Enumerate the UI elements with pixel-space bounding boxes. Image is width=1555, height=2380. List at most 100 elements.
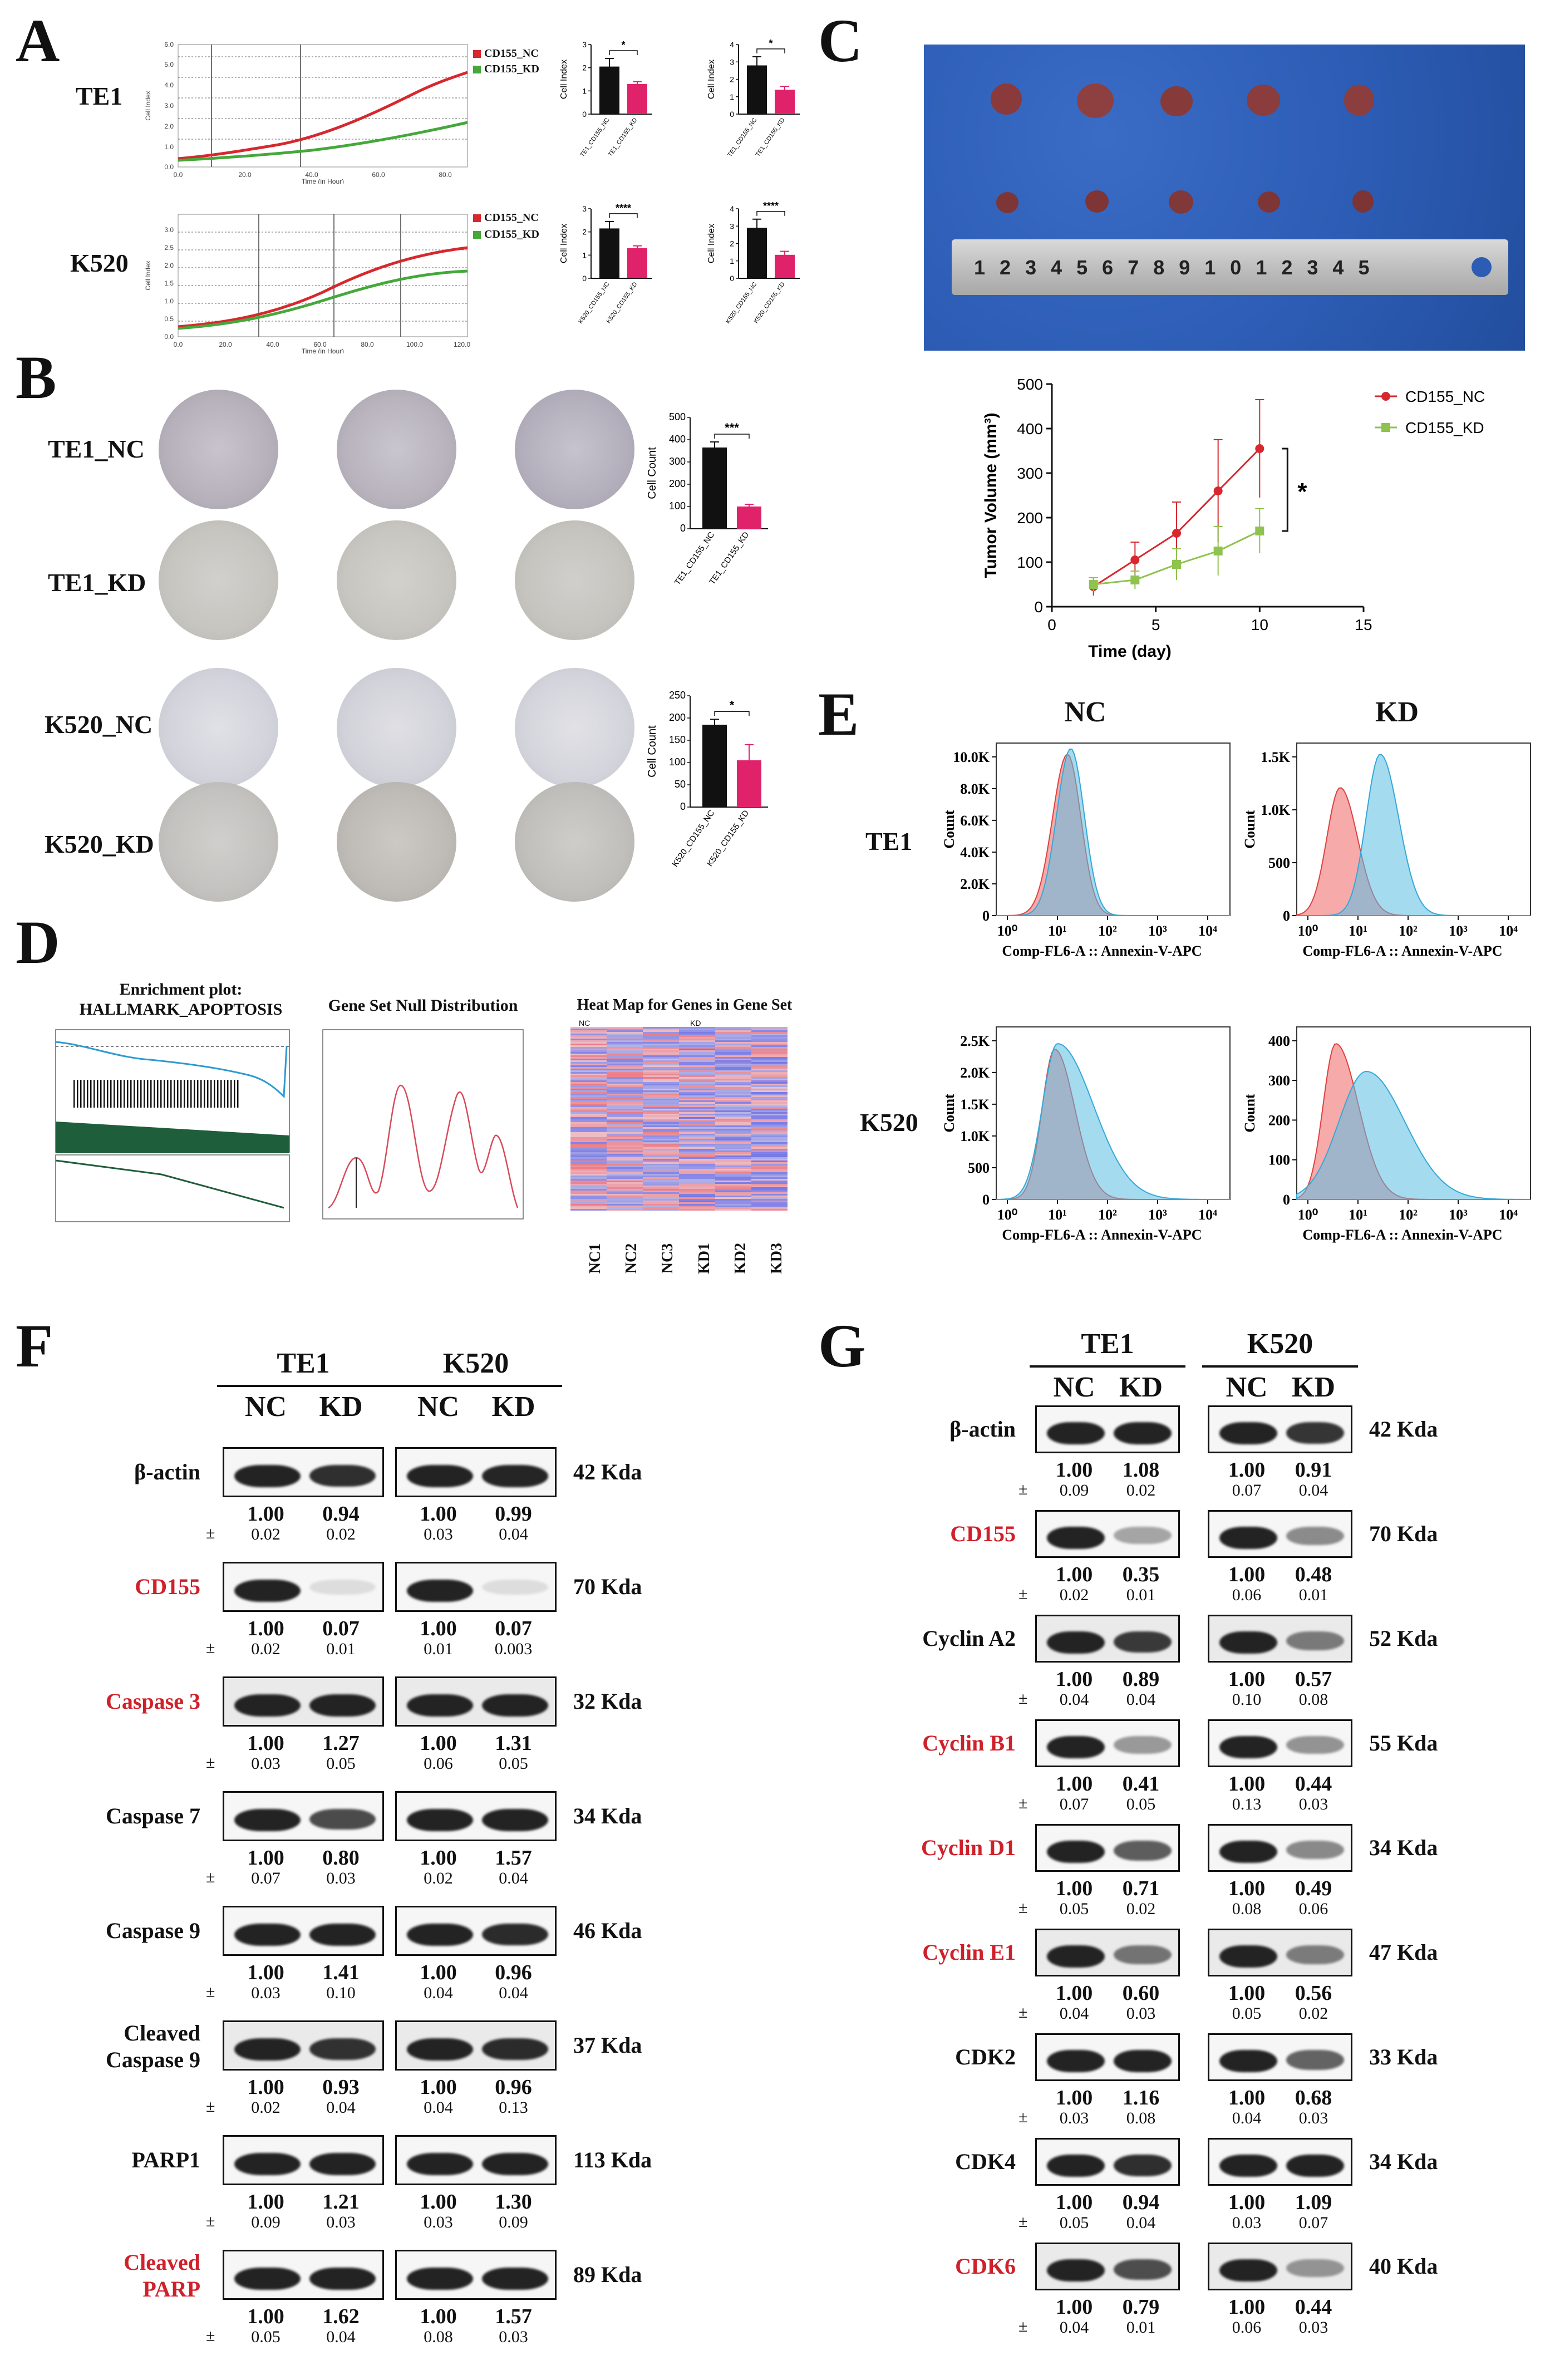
protein-label: β-actin	[949, 1417, 1016, 1442]
data-point	[1130, 576, 1140, 584]
y-tick-label: 500	[968, 1160, 990, 1176]
x-tick-label: 10³	[1449, 923, 1468, 939]
enrichment-plot	[50, 1024, 295, 1269]
quantification-value: 1.00	[1055, 2086, 1093, 2109]
cell-line-header: TE1	[1081, 1328, 1134, 1360]
blot-image	[1208, 2033, 1352, 2081]
quantification-value: 0.07	[322, 1617, 360, 1640]
protein-band	[482, 2153, 548, 2175]
y-axis-label: Tumor Volume (mm³)	[982, 412, 1000, 578]
heatmap-group-kd: KD	[690, 1019, 701, 1027]
significance-label: *	[621, 40, 625, 51]
panel-a-row-label-te1: TE1	[76, 82, 123, 110]
blot-image	[1035, 1405, 1180, 1453]
quantification-sd: 0.02	[1126, 1481, 1156, 1499]
histogram-kd	[1297, 754, 1531, 916]
quantification-sd: 0.01	[1126, 2318, 1156, 2337]
plus-minus: ±	[1018, 1480, 1028, 1498]
quantification-value: 1.00	[1228, 1668, 1266, 1691]
protein-band	[1219, 1422, 1277, 1444]
protein-band	[1286, 1527, 1344, 1545]
flow-te1-nc: 0 2.0K 4.0K 6.0K 8.0K 10.0K 10⁰ 10¹ 10² 10³ 10⁴ Com…	[941, 732, 1241, 994]
protein-label: Cyclin A2	[922, 1626, 1016, 1651]
y-tick-label: 400	[1017, 420, 1043, 437]
quantification-value: 1.16	[1122, 2086, 1160, 2109]
blot-image	[395, 1906, 557, 1956]
quantification-sd: 0.07	[1232, 1481, 1262, 1499]
quantification-value: 1.57	[495, 2305, 532, 2328]
condition-header: NC	[244, 1391, 287, 1423]
x-tick-label: 5	[1152, 616, 1160, 633]
tumor	[1352, 190, 1374, 213]
bar	[599, 228, 619, 278]
tick-label: 0	[680, 801, 686, 812]
quantification-value: 1.57	[495, 1846, 532, 1870]
protein-band	[309, 1580, 376, 1595]
tick-label: 300	[669, 456, 686, 467]
protein-band	[407, 1809, 473, 1831]
gsea-heatmap	[570, 1027, 788, 1211]
bar	[775, 90, 795, 114]
protein-band	[309, 1694, 376, 1717]
protein-band	[1047, 1736, 1105, 1758]
quantification-value: 1.00	[1228, 2295, 1266, 2319]
enrichment-title: Enrichment plot: HALLMARK_APOPTOSIS	[79, 980, 283, 1019]
condition-header: NC	[417, 1391, 460, 1423]
colony-dish	[159, 782, 278, 902]
protein-band	[1047, 1527, 1105, 1549]
blot-image	[223, 2020, 384, 2071]
y-axis-label: Cell Index	[707, 224, 716, 263]
svg-text:80.0: 80.0	[439, 171, 452, 179]
tick-label: 500	[669, 411, 686, 422]
protein-band	[1286, 1841, 1344, 1859]
plus-minus: ±	[1018, 2108, 1028, 2126]
flow-k520-nc: 0 500 1.0K 1.5K 2.0K 2.5K 10⁰ 10¹ 10² 10³ 10⁴ Comp-…	[941, 1016, 1241, 1277]
significance-label: ***	[725, 421, 739, 435]
y-axis-label: Cell Index	[559, 60, 569, 99]
quantification-sd: 0.04	[1059, 2004, 1089, 2023]
quantification-value: 1.00	[247, 1846, 284, 1870]
x-tick-label: 10¹	[1048, 923, 1067, 939]
svg-text:20.0: 20.0	[238, 171, 252, 179]
quantification-sd: 0.06	[1298, 1900, 1328, 1918]
quantification-sd: 0.04	[1126, 2214, 1156, 2232]
quantification-sd: 0.05	[251, 2328, 281, 2346]
quantification-value: 0.49	[1295, 1877, 1332, 1900]
colony-dish	[159, 390, 278, 509]
blot-image	[395, 1562, 557, 1612]
panel-letter-a: A	[16, 7, 60, 75]
y-tick-label: 1.0K	[960, 1128, 990, 1144]
protein-band	[1114, 2050, 1172, 2072]
protein-band	[1114, 1945, 1172, 1965]
quantification-value: 1.00	[420, 1617, 457, 1640]
tick-label: 3	[730, 222, 734, 230]
quantification-sd: 0.03	[1298, 2318, 1328, 2337]
bar	[702, 448, 727, 529]
protein-band	[1286, 2259, 1344, 2278]
svg-text:2.0: 2.0	[164, 262, 174, 269]
null-distribution-title: Gene Set Null Distribution	[328, 996, 518, 1015]
colony-dish	[159, 668, 278, 788]
protein-band	[1219, 2050, 1277, 2072]
data-point	[1213, 547, 1223, 555]
y-axis-label: Cell Index	[559, 224, 569, 263]
tumor	[1344, 85, 1374, 116]
svg-text:CD155_KD: CD155_KD	[484, 228, 539, 240]
quantification-value: 1.00	[247, 2076, 284, 2099]
panel-b-row-k520-nc: K520_NC	[45, 710, 153, 739]
svg-text:2.5: 2.5	[164, 244, 174, 252]
quantification-sd: 0.03	[251, 1984, 281, 2002]
x-axis-label: Time (day)	[1088, 642, 1172, 661]
category-label: TE1_CD155_KD	[755, 117, 786, 158]
protein-band	[1286, 2155, 1344, 2177]
svg-text:3.0: 3.0	[164, 226, 174, 234]
protein-band	[234, 2268, 301, 2290]
blot-image	[1035, 1719, 1180, 1767]
protein-band	[234, 1580, 301, 1602]
molecular-weight-label: 47 Kda	[1369, 1940, 1438, 1965]
quantification-sd: 0.04	[499, 1984, 528, 2002]
significance-label: ****	[616, 203, 631, 214]
tumor	[1077, 83, 1114, 118]
colony-dish	[337, 390, 456, 509]
